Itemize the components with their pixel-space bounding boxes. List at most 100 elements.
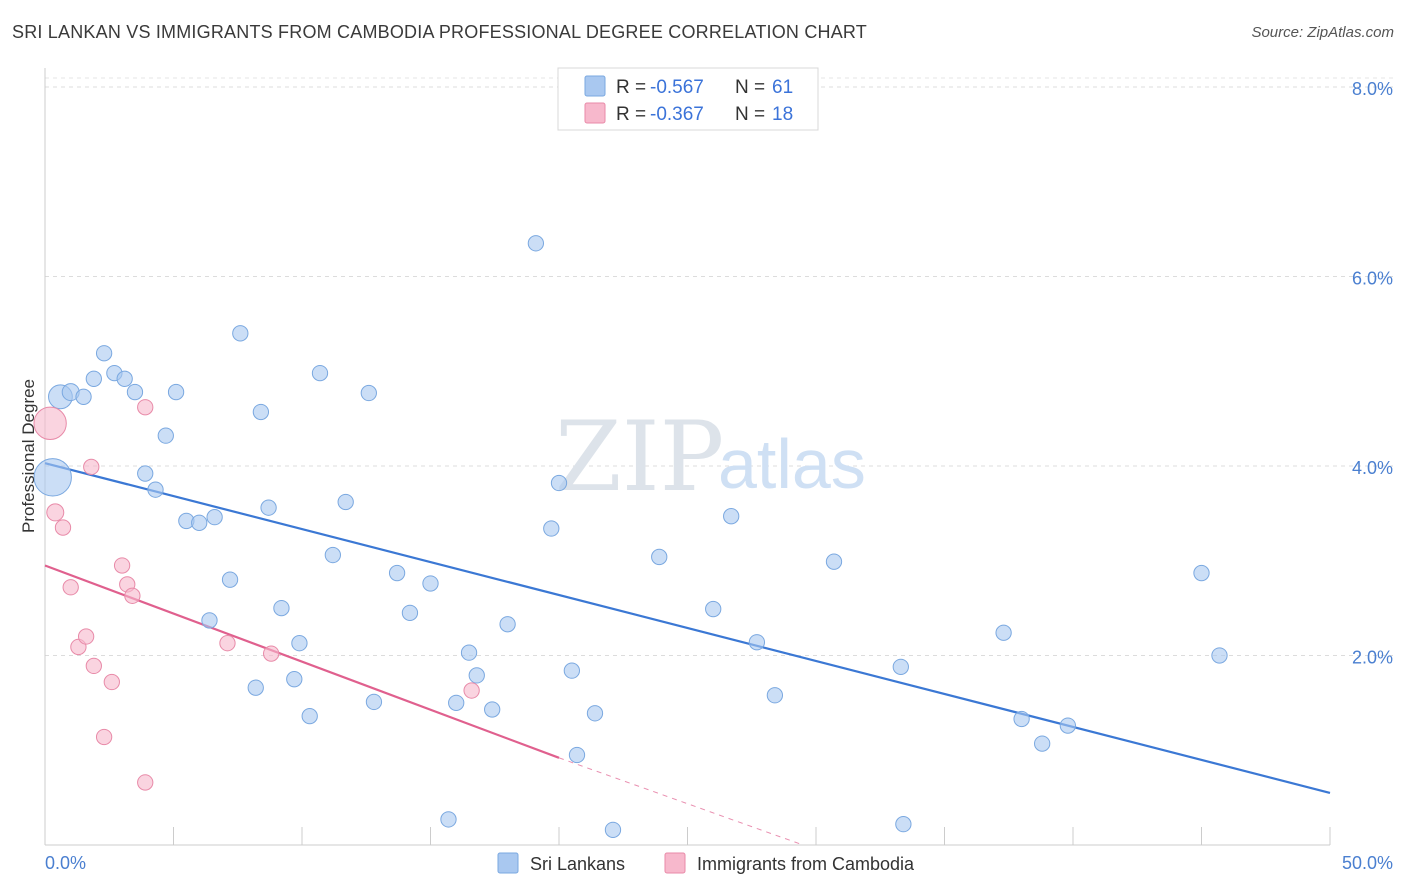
data-point-sri-lankans bbox=[401, 604, 419, 621]
data-point-sri-lankans bbox=[651, 548, 668, 566]
data-point-sri-lankans bbox=[33, 458, 72, 497]
data-point-sri-lankans bbox=[116, 370, 133, 387]
y-tick-label: 2.0% bbox=[1352, 647, 1393, 667]
legend-n-label: N = bbox=[735, 104, 765, 125]
y-tick-label: 8.0% bbox=[1352, 79, 1393, 99]
legend-swatch-cambodia bbox=[584, 102, 606, 124]
data-point-sri-lankans bbox=[448, 694, 465, 712]
data-point-sri-lankans bbox=[705, 600, 722, 618]
data-point-sri-lankans bbox=[748, 634, 766, 651]
data-point-sri-lankans bbox=[1059, 717, 1077, 734]
legend-swatch-sri-lankans bbox=[584, 75, 606, 97]
data-point-sri-lankans bbox=[252, 403, 270, 421]
data-point-cambodia bbox=[103, 673, 120, 691]
trend-line-cambodia-extension bbox=[558, 757, 804, 846]
data-point-sri-lankans bbox=[260, 499, 277, 516]
data-point-cambodia bbox=[77, 628, 95, 645]
legend-r-label: R = bbox=[616, 77, 646, 98]
data-point-sri-lankans bbox=[388, 564, 406, 582]
data-point-cambodia bbox=[46, 503, 65, 522]
data-point-sri-lankans bbox=[995, 624, 1012, 641]
watermark-zip: ZIP bbox=[555, 401, 724, 513]
data-point-sri-lankans bbox=[766, 687, 784, 704]
chart-title: SRI LANKAN VS IMMIGRANTS FROM CAMBODIA P… bbox=[12, 22, 867, 42]
data-point-sri-lankans bbox=[825, 553, 843, 570]
data-points bbox=[33, 235, 1228, 838]
x-tick-label: 50.0% bbox=[1342, 853, 1393, 873]
data-point-cambodia bbox=[219, 635, 236, 652]
data-point-sri-lankans bbox=[157, 427, 174, 444]
legend-label-cambodia: Immigrants from Cambodia bbox=[697, 854, 915, 874]
data-point-cambodia bbox=[85, 657, 102, 675]
legend-r-value: -0.367 bbox=[650, 104, 704, 125]
x-tick-labels: 0.0% 50.0% bbox=[45, 853, 1393, 873]
data-point-sri-lankans bbox=[895, 816, 912, 833]
legend-n-value: 61 bbox=[772, 77, 793, 98]
data-point-sri-lankans bbox=[191, 514, 208, 531]
data-point-cambodia bbox=[263, 645, 280, 662]
legend-swatch-cambodia bbox=[664, 852, 686, 874]
y-tick-labels: 2.0% 4.0% 6.0% 8.0% bbox=[1352, 79, 1393, 668]
trend-lines bbox=[44, 462, 1331, 846]
y-tick-label: 6.0% bbox=[1352, 268, 1393, 288]
data-point-sri-lankans bbox=[440, 811, 457, 828]
y-axis-label: Professional Degree bbox=[19, 379, 38, 533]
data-point-sri-lankans bbox=[137, 465, 154, 482]
data-point-sri-lankans bbox=[543, 520, 560, 537]
x-tick-label: 0.0% bbox=[45, 853, 86, 873]
data-point-sri-lankans bbox=[422, 575, 439, 592]
data-point-sri-lankans bbox=[206, 508, 223, 526]
data-point-cambodia bbox=[124, 587, 141, 604]
data-point-cambodia bbox=[54, 519, 72, 536]
data-point-cambodia bbox=[113, 557, 131, 574]
legend-label-sri-lankans: Sri Lankans bbox=[530, 854, 625, 874]
data-point-sri-lankans bbox=[337, 493, 354, 511]
watermark: ZIP atlas bbox=[555, 401, 866, 513]
data-point-sri-lankans bbox=[365, 693, 383, 711]
legend-n-label: N = bbox=[735, 77, 765, 98]
data-point-sri-lankans bbox=[324, 546, 341, 564]
data-point-sri-lankans bbox=[563, 662, 580, 679]
data-point-cambodia bbox=[463, 682, 480, 699]
data-point-sri-lankans bbox=[286, 671, 303, 688]
y-tick-label: 4.0% bbox=[1352, 458, 1393, 478]
data-point-sri-lankans bbox=[201, 612, 218, 629]
legend-swatch-sri-lankans bbox=[497, 852, 519, 874]
legend-r-value: -0.567 bbox=[650, 77, 704, 98]
data-point-sri-lankans bbox=[221, 571, 239, 588]
data-point-cambodia bbox=[95, 728, 113, 746]
correlation-legend: R = -0.567 N = 61 R = -0.367 N = 18 bbox=[557, 67, 819, 131]
legend-n-value: 18 bbox=[772, 104, 793, 125]
legend-r-label: R = bbox=[616, 104, 646, 125]
data-point-sri-lankans bbox=[460, 644, 478, 661]
data-point-sri-lankans bbox=[273, 599, 290, 617]
data-point-sri-lankans bbox=[499, 616, 516, 633]
data-point-cambodia bbox=[33, 406, 67, 440]
data-point-sri-lankans bbox=[550, 474, 568, 492]
trend-line-sri-lankans bbox=[44, 462, 1331, 794]
data-point-sri-lankans bbox=[147, 481, 164, 498]
watermark-atlas: atlas bbox=[718, 425, 866, 503]
data-point-sri-lankans bbox=[301, 707, 318, 725]
data-point-cambodia bbox=[137, 774, 154, 791]
data-point-sri-lankans bbox=[604, 821, 622, 838]
series-legend: Sri Lankans Immigrants from Cambodia bbox=[497, 852, 915, 874]
data-point-sri-lankans bbox=[360, 384, 377, 402]
data-point-sri-lankans bbox=[311, 364, 329, 382]
data-point-sri-lankans bbox=[95, 345, 113, 362]
data-point-sri-lankans bbox=[126, 383, 144, 401]
data-point-cambodia bbox=[83, 458, 100, 476]
data-point-sri-lankans bbox=[527, 235, 545, 252]
data-point-sri-lankans bbox=[1034, 735, 1051, 752]
data-point-sri-lankans bbox=[1193, 564, 1210, 582]
data-point-cambodia bbox=[137, 399, 154, 416]
data-point-sri-lankans bbox=[586, 705, 604, 722]
data-point-sri-lankans bbox=[167, 383, 185, 401]
data-point-sri-lankans bbox=[291, 635, 308, 652]
source-attribution: Source: ZipAtlas.com bbox=[1251, 24, 1394, 41]
data-point-sri-lankans bbox=[232, 325, 249, 342]
data-point-sri-lankans bbox=[1211, 647, 1228, 664]
gridlines bbox=[45, 77, 1395, 656]
data-point-sri-lankans bbox=[85, 370, 102, 387]
